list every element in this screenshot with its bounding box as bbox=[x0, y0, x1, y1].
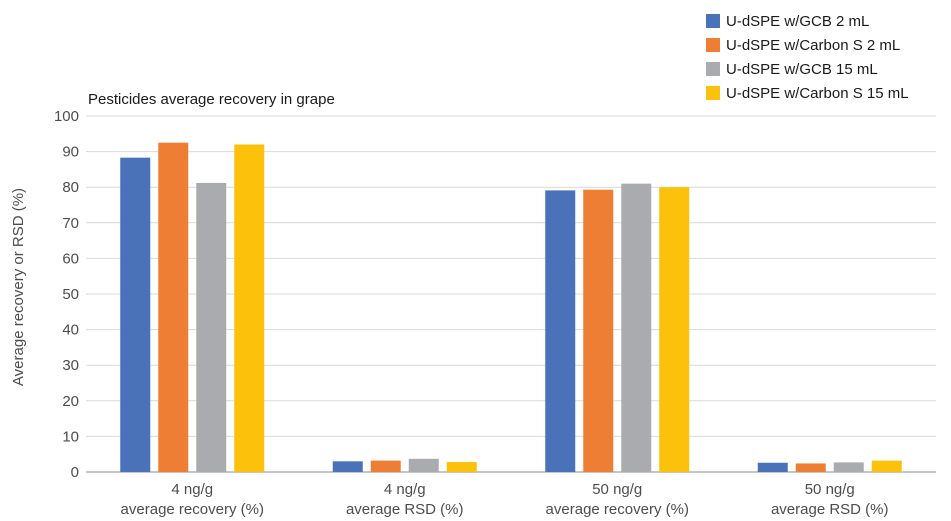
y-tick-label: 20 bbox=[62, 393, 79, 410]
x-tick-label: 4 ng/g bbox=[384, 481, 426, 498]
bar bbox=[408, 458, 439, 472]
gridlines bbox=[86, 115, 936, 473]
bar bbox=[757, 462, 788, 472]
legend-item: U-dSPE w/Carbon S 15 mL bbox=[706, 82, 909, 104]
bar bbox=[370, 460, 401, 472]
legend-swatch bbox=[706, 62, 720, 76]
x-tick-label: 4 ng/g bbox=[171, 481, 213, 498]
legend-swatch bbox=[706, 86, 720, 100]
legend: U-dSPE w/GCB 2 mL U-dSPE w/Carbon S 2 mL U… bbox=[706, 10, 909, 106]
y-tick-label: 10 bbox=[62, 428, 79, 445]
y-tick-label: 60 bbox=[62, 250, 79, 267]
bar bbox=[659, 187, 690, 472]
y-tick-label: 100 bbox=[54, 108, 79, 125]
y-axis-label: Average recovery or RSD (%) bbox=[10, 188, 27, 386]
bar bbox=[332, 461, 363, 472]
x-tick-label: 50 ng/g bbox=[592, 481, 642, 498]
legend-label: U-dSPE w/GCB 15 mL bbox=[726, 60, 878, 78]
x-tick-label: average recovery (%) bbox=[546, 501, 689, 518]
x-tick-label: average RSD (%) bbox=[771, 501, 889, 518]
legend-item: U-dSPE w/GCB 15 mL bbox=[706, 58, 909, 80]
bar bbox=[583, 189, 614, 472]
bar bbox=[196, 182, 227, 473]
bar bbox=[833, 462, 864, 472]
legend-label: U-dSPE w/Carbon S 2 mL bbox=[726, 36, 901, 54]
bars bbox=[120, 142, 902, 473]
bar bbox=[158, 142, 189, 472]
y-tick-label: 40 bbox=[62, 322, 79, 339]
x-tick-label: average recovery (%) bbox=[121, 501, 264, 518]
y-tick-label: 70 bbox=[62, 215, 79, 232]
legend-label: U-dSPE w/GCB 2 mL bbox=[726, 12, 870, 30]
chart-title: Pesticides average recovery in grape bbox=[88, 91, 335, 108]
legend-swatch bbox=[706, 38, 720, 52]
y-tick-label: 0 bbox=[71, 464, 79, 481]
legend-item: U-dSPE w/GCB 2 mL bbox=[706, 10, 909, 32]
bar bbox=[446, 462, 477, 472]
legend-swatch bbox=[706, 14, 720, 28]
legend-item: U-dSPE w/Carbon S 2 mL bbox=[706, 34, 909, 56]
bar bbox=[234, 144, 265, 473]
y-tick-label: 50 bbox=[62, 286, 79, 303]
y-tick-label: 30 bbox=[62, 357, 79, 374]
y-tick-label: 90 bbox=[62, 144, 79, 161]
x-axis-labels: 4 ng/g average recovery (%) 4 ng/g average … bbox=[121, 481, 889, 518]
bar bbox=[871, 460, 902, 472]
bar bbox=[545, 190, 576, 473]
y-tick-label: 80 bbox=[62, 179, 79, 196]
bar bbox=[795, 463, 826, 472]
legend-label: U-dSPE w/Carbon S 15 mL bbox=[726, 84, 909, 102]
x-tick-label: average RSD (%) bbox=[346, 501, 464, 518]
bar bbox=[120, 157, 151, 473]
bar bbox=[621, 183, 652, 472]
x-tick-label: 50 ng/g bbox=[805, 481, 855, 498]
y-axis-ticks: 0 10 20 30 40 50 60 70 80 90 100 bbox=[54, 108, 79, 481]
